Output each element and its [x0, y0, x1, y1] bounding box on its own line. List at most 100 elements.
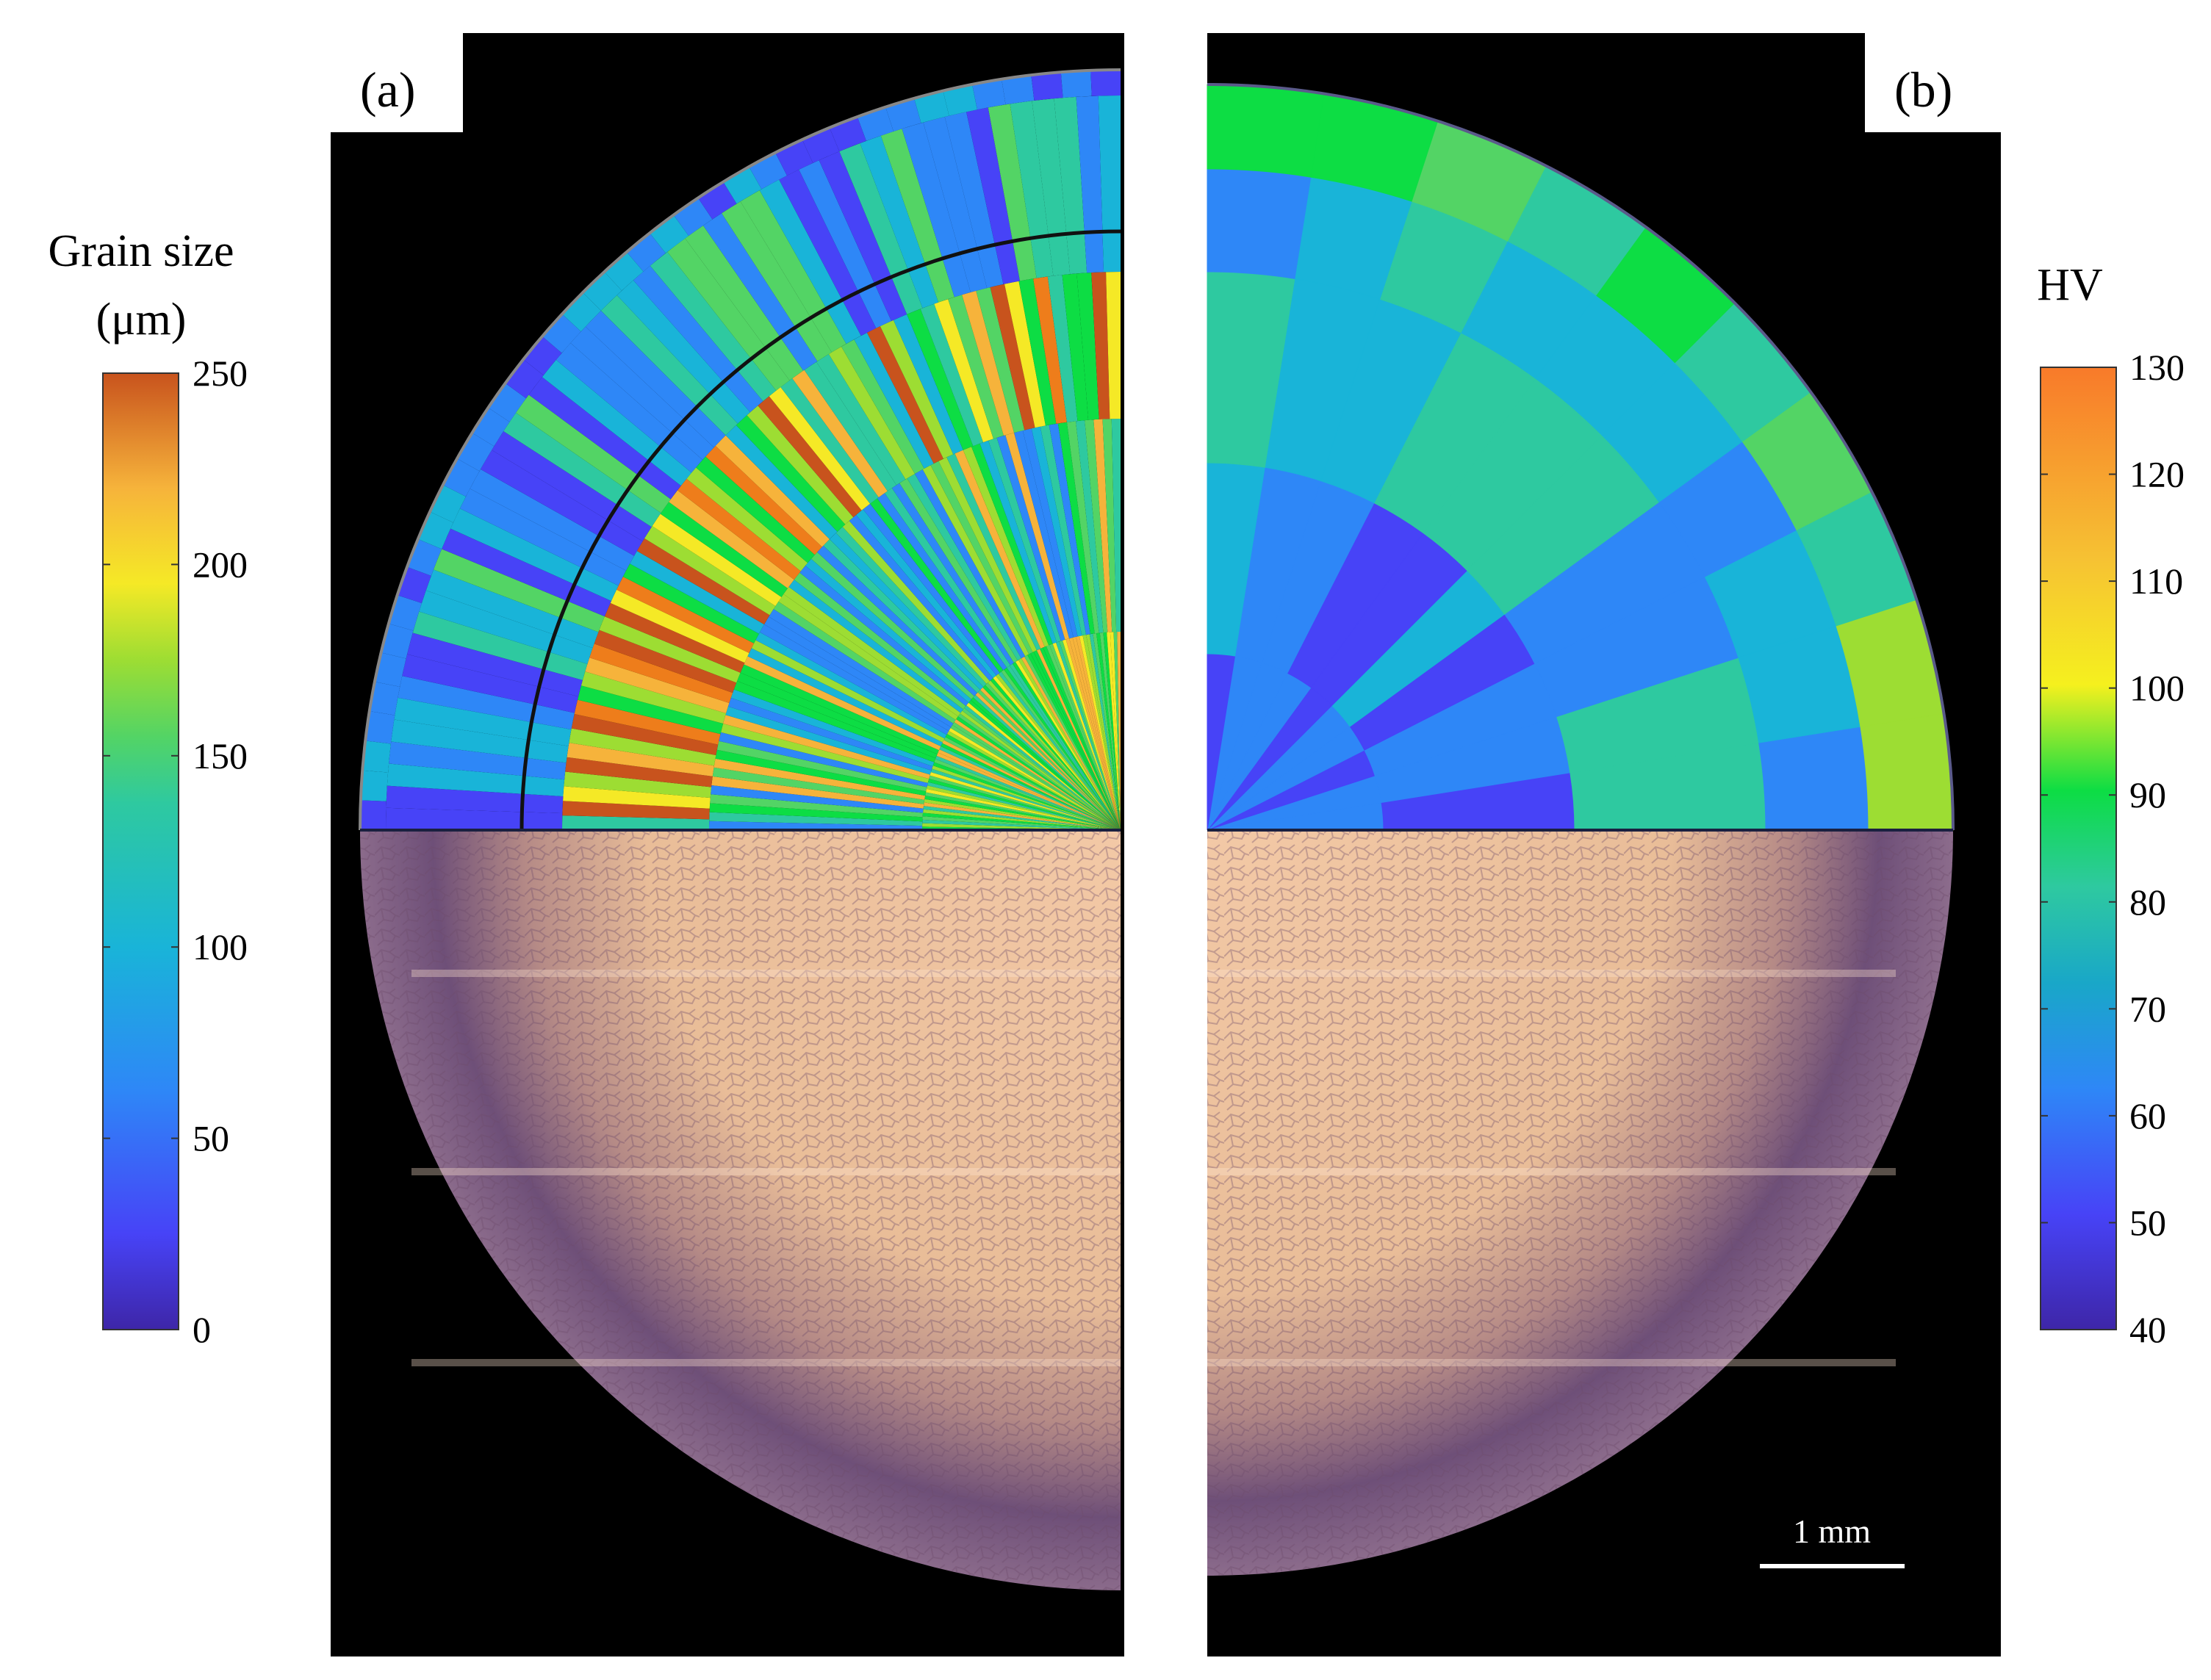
grain-size-cell: [705, 445, 822, 555]
grain-size-cell: [1043, 646, 1121, 830]
grain-size-polar-map: [359, 68, 1121, 832]
grain-size-cell: [934, 759, 1121, 830]
grain-size-cell: [456, 433, 495, 472]
grain-size-cell: [725, 425, 838, 540]
grain-size-cell: [1059, 640, 1121, 830]
grain-size-cell: [816, 353, 906, 486]
grain-size-cell: [660, 502, 788, 597]
grain-size-cell: [1004, 667, 1121, 830]
grain-size-cell: [725, 706, 932, 775]
grain-size-cell: [764, 616, 952, 731]
colorbar-hv-tick-label: 60: [2129, 1095, 2166, 1136]
grain-size-cell: [899, 478, 1018, 663]
tile-seam: [411, 970, 1121, 977]
grain-size-cell: [915, 469, 1026, 659]
grain-size-cell: [938, 749, 1121, 830]
colorbar-grain-tick-label: 250: [193, 353, 248, 394]
grain-size-cell: [630, 551, 765, 634]
grain-size-cell: [939, 746, 1121, 830]
grain-size-cell: [856, 509, 997, 679]
grain-size-cell: [488, 383, 526, 422]
grain-size-cell: [1049, 423, 1090, 635]
grain-size-cell: [696, 456, 815, 563]
grain-size-cell: [982, 685, 1121, 830]
grain-size-cell: [996, 435, 1065, 641]
grain-size-cell: [1093, 419, 1112, 632]
grain-size-cell: [736, 415, 846, 532]
grain-size-cell: [709, 803, 923, 822]
grain-size-cell: [571, 713, 719, 755]
grain-size-cell: [923, 806, 1121, 830]
grain-size-cell: [1086, 634, 1121, 830]
grain-size-cell: [942, 740, 1121, 830]
grain-size-cell: [1113, 632, 1121, 830]
grain-size-cell: [1014, 430, 1074, 639]
grain-size-cell: [943, 737, 1121, 830]
colorbar-hv-tick-label: 100: [2129, 668, 2185, 709]
grain-size-cell: [565, 757, 713, 787]
grain-size-cell: [788, 580, 963, 713]
grain-size-cell: [709, 812, 923, 826]
grain-size-cell: [589, 643, 733, 703]
grain-size-cell: [1024, 655, 1121, 830]
hardness-outer-edge: [1207, 83, 1955, 831]
grain-size-cell: [1076, 420, 1104, 633]
grain-size-cell: [922, 816, 1121, 830]
grain-size-cell: [1072, 636, 1121, 830]
panel-a-label: (a): [360, 62, 415, 118]
tile-seam: [1207, 970, 1896, 977]
grain-size-cell: [397, 566, 431, 603]
grain-size-cell: [650, 214, 689, 253]
grain-size-cell: [949, 727, 1121, 830]
grain-size-cell: [1004, 281, 1046, 428]
grain-size-cell: [1040, 425, 1087, 636]
grain-size-cell: [799, 566, 969, 707]
hardness-cell: [1207, 168, 1312, 279]
grain-size-cell: [744, 656, 941, 751]
grain-size-cell: [773, 601, 956, 724]
grain-size-cell: [472, 407, 510, 447]
grain-size-cell: [794, 572, 966, 710]
panel-b: (b) 1 mm: [1207, 33, 2001, 1656]
grain-size-cell: [932, 765, 1121, 830]
grain-size-cell: [885, 98, 921, 131]
grain-size-cell: [977, 690, 1121, 830]
grain-size-cell: [730, 689, 935, 767]
grain-size-cell: [561, 292, 601, 332]
grain-size-cell: [769, 609, 954, 727]
grain-size-cell: [622, 563, 759, 643]
grain-size-cell: [934, 299, 993, 443]
grain-size-cell: [926, 785, 1121, 830]
grain-size-cell: [854, 332, 934, 469]
grain-size-cell: [930, 772, 1121, 830]
grain-size-cell: [835, 527, 987, 687]
grain-size-cell: [374, 652, 406, 687]
grain-size-cell: [721, 724, 930, 783]
grain-size-cell: [1022, 428, 1078, 638]
grain-size-cell: [1030, 652, 1121, 830]
grain-size-cell: [610, 589, 749, 663]
grain-size-cell: [960, 710, 1121, 830]
grain-size-cell: [945, 734, 1121, 830]
grain-size-cell: [792, 369, 888, 497]
grain-size-cell: [1010, 663, 1121, 830]
grain-size-cell: [804, 361, 897, 491]
grain-size-cell: [1052, 642, 1121, 830]
grain-size-cell: [387, 763, 565, 797]
grain-size-cell: [1056, 641, 1121, 830]
grain-size-cell: [963, 447, 1049, 647]
grain-size-cell: [1002, 75, 1035, 105]
grain-size-cell: [562, 801, 710, 820]
grain-size-cell: [360, 770, 389, 801]
grain-size-cell: [723, 166, 762, 204]
grain-size-cell: [932, 762, 1121, 830]
grain-size-cell: [922, 812, 1121, 830]
grain-size-cell: [810, 552, 974, 699]
grain-size-cell: [1111, 419, 1121, 632]
grain-size-cell: [604, 602, 745, 673]
grain-size-cell: [780, 378, 879, 504]
grain-size-cell: [1093, 633, 1121, 830]
grain-size-cell: [778, 594, 958, 720]
grain-size-cell: [1076, 273, 1099, 420]
